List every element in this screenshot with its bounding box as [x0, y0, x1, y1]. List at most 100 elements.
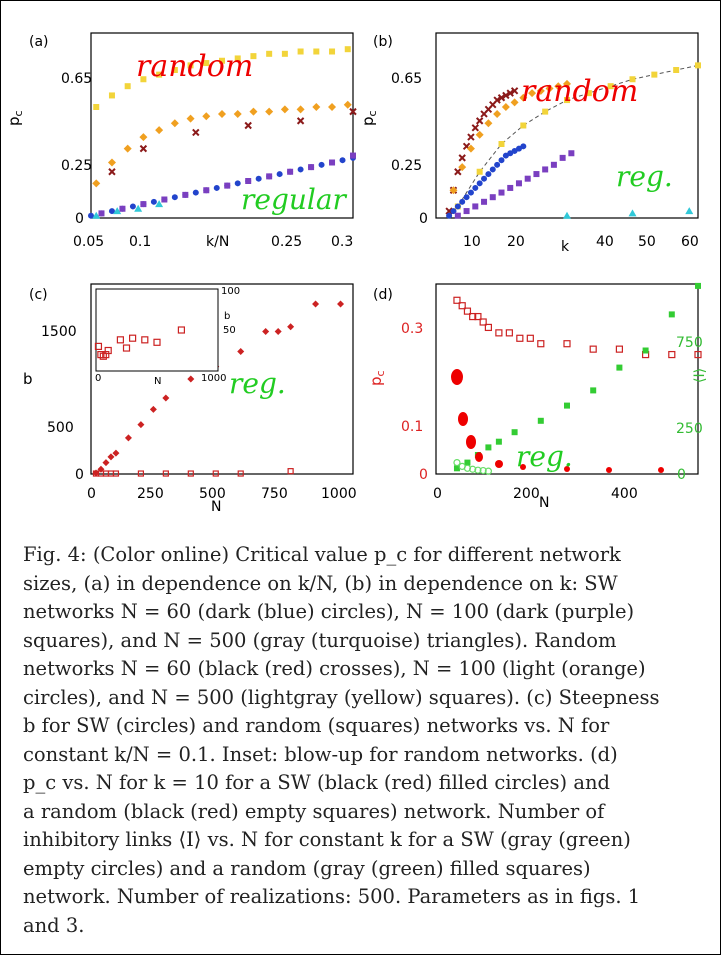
data-point	[94, 342, 103, 350]
caption-line: networks N = 60 (black (red) crosses), N…	[23, 657, 646, 680]
data-point	[695, 62, 701, 69]
data-point	[498, 157, 505, 164]
panel-a-xtick: 0.05	[73, 234, 104, 250]
caption-line: empty circles) and a random (gray (green…	[23, 856, 591, 880]
data-point	[510, 87, 519, 95]
sw-blob	[520, 464, 526, 470]
data-point	[250, 53, 257, 60]
figure-caption: Fig. 4: (Color online) Critical value p_…	[23, 541, 703, 940]
data-point	[92, 211, 101, 219]
panel-c-inset: 100 50 b 0 1000 N	[94, 286, 240, 387]
data-point	[668, 350, 676, 359]
data-point	[516, 334, 524, 342]
data-point	[458, 154, 466, 162]
inset-ylabel: b	[224, 311, 230, 322]
data-point	[153, 338, 161, 346]
data-point	[141, 336, 149, 344]
panel-b-marks	[445, 62, 701, 219]
data-point	[520, 143, 527, 150]
data-point	[123, 144, 132, 153]
data-point	[590, 387, 597, 394]
data-point	[344, 46, 351, 53]
caption-line: networks N = 60 (dark (blue) circles), N…	[23, 600, 635, 623]
data-point	[493, 96, 501, 104]
panel-a-ylabel: pc	[5, 110, 25, 126]
data-point	[265, 107, 274, 116]
panel-b-xtick: 50	[638, 234, 656, 250]
caption-line: circles), and N = 500 (lightgray (yellow…	[23, 685, 660, 709]
panel-c-ylabel: b	[23, 370, 33, 388]
data-point	[237, 470, 244, 477]
data-point	[171, 194, 178, 201]
panel-d-y2tick: 250	[676, 421, 703, 437]
data-point	[484, 467, 492, 475]
inset-frame	[95, 288, 219, 372]
data-point	[280, 105, 289, 114]
data-point	[471, 124, 480, 132]
panel-d-ylabel: pc	[367, 370, 387, 386]
data-point	[550, 161, 557, 168]
data-point	[108, 208, 115, 215]
data-point	[526, 334, 534, 342]
data-point	[137, 470, 145, 477]
data-point	[515, 180, 522, 187]
panel-b-xtick: 40	[596, 234, 614, 250]
data-point	[237, 347, 245, 355]
panel-d-ytick: 0	[419, 467, 428, 483]
data-point	[498, 141, 505, 147]
data-point	[559, 154, 566, 161]
data-point	[489, 194, 496, 201]
handwritten-random-a: random	[136, 49, 253, 84]
data-point	[537, 417, 544, 424]
data-point	[93, 104, 100, 110]
panel-d: (d) pc 0.3 0.1 0 750 250 0 ⟨I⟩ 0 200 400…	[367, 282, 708, 511]
panel-c-ytick: 500	[47, 420, 74, 436]
data-point	[116, 336, 125, 344]
data-point	[187, 470, 194, 477]
caption-line: b for SW (circles) and random (squares) …	[23, 714, 610, 737]
caption-line: and 3.	[23, 913, 85, 937]
data-point	[563, 340, 571, 348]
panel-c-label: (c)	[29, 287, 48, 303]
data-point	[343, 100, 352, 109]
data-point	[463, 208, 470, 215]
panel-b-ytick: 0	[419, 211, 428, 227]
data-point	[276, 171, 283, 178]
data-point	[249, 107, 258, 116]
data-point	[616, 364, 623, 371]
data-point	[493, 109, 502, 118]
panel-d-xtick: 0	[433, 486, 442, 502]
data-point	[484, 119, 493, 128]
data-point	[287, 323, 295, 331]
data-point	[564, 97, 570, 104]
data-point	[453, 459, 461, 467]
panel-b-xtick: 20	[507, 234, 525, 250]
data-point	[255, 175, 262, 182]
panel-a-ytick: 0.25	[61, 158, 92, 174]
data-point	[537, 340, 545, 348]
panel-d-y2tick: 0	[677, 467, 686, 483]
data-point	[642, 347, 649, 354]
data-point	[287, 168, 294, 175]
data-point	[554, 82, 563, 91]
inset-ytick: 100	[221, 286, 240, 297]
caption-line: network. Number of realizations: 500. Pa…	[23, 885, 641, 908]
data-point	[137, 421, 145, 429]
inset-xtick: 1000	[201, 373, 226, 384]
data-point	[150, 198, 157, 205]
data-point	[536, 86, 545, 95]
data-point	[484, 323, 492, 332]
data-point	[472, 203, 479, 210]
data-point	[489, 166, 496, 173]
data-point	[339, 157, 346, 164]
data-point	[297, 166, 304, 173]
panel-c-xtick: 250	[137, 486, 164, 502]
data-point	[203, 60, 210, 67]
data-point	[119, 205, 126, 212]
panel-c-xtick: 500	[199, 486, 226, 502]
panel-a-label: (a)	[29, 34, 49, 50]
data-point	[186, 114, 195, 123]
data-point	[475, 130, 484, 139]
panel-d-xlabel: N	[539, 495, 549, 511]
data-point	[203, 187, 210, 194]
